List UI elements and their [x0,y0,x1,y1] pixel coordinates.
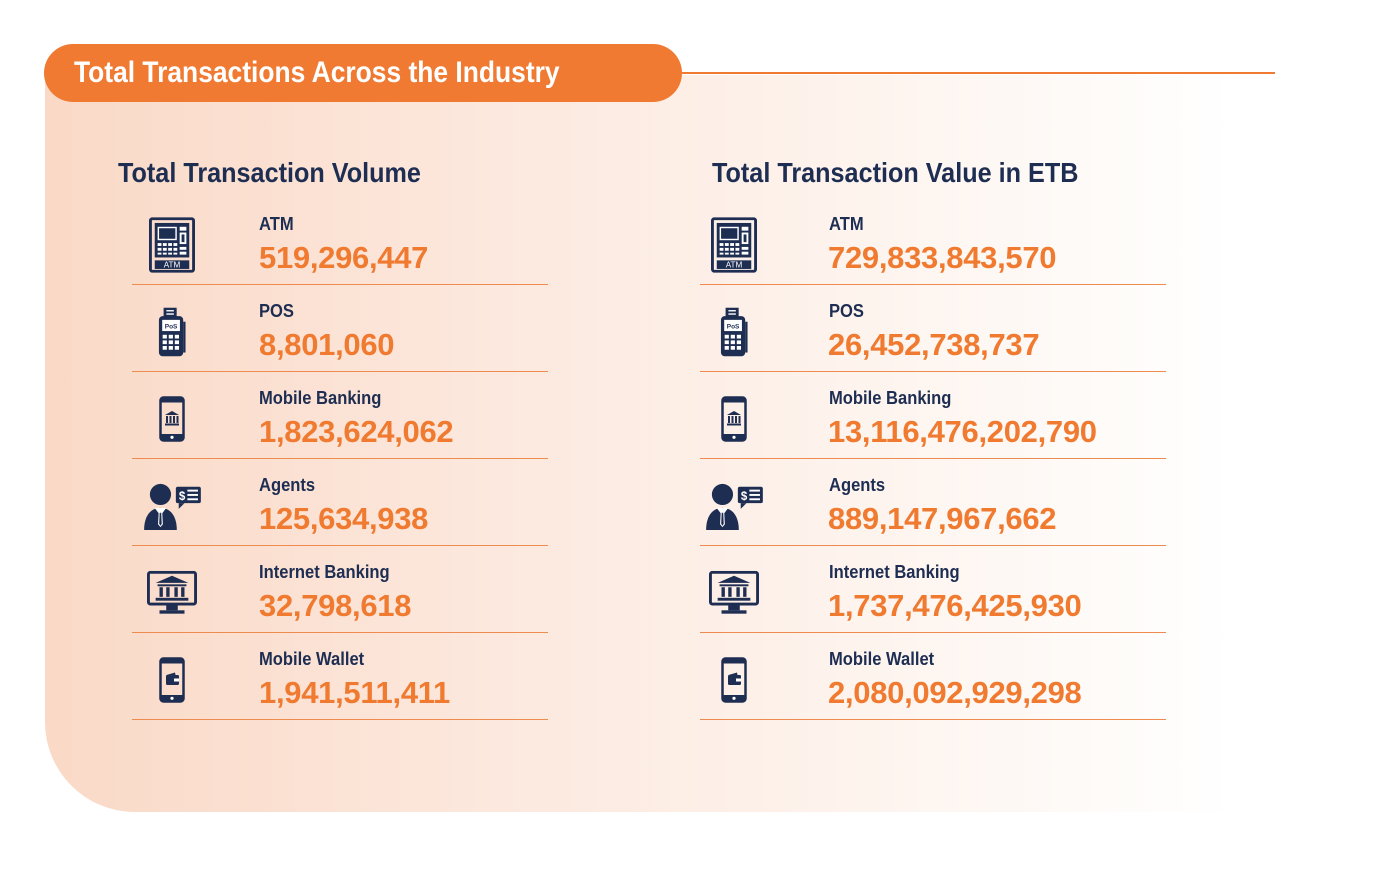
row-label: Agents [829,475,886,495]
internet-banking-icon [142,566,202,620]
row-value: 2,080,092,929,298 [828,675,1082,710]
pos-icon-text: PoS [727,324,740,331]
row-value: 1,941,511,411 [259,675,450,710]
row-label: Internet Banking [829,562,960,582]
row-value: 13,116,476,202,790 [828,414,1097,449]
row-label: Internet Banking [259,562,390,582]
mobile-banking-icon [704,392,764,446]
atm-icon-text: ATM [164,261,181,270]
pos-icon: PoS [704,305,764,359]
value-row-mobile-banking: Mobile Banking 13,116,476,202,790 [700,372,1166,459]
atm-icon: ATM [142,218,202,272]
value-column: Total Transaction Value in ETB ATM ATM 7… [700,150,1166,720]
row-label: ATM [829,214,864,234]
volume-row-agents: Agents 125,634,938 [132,459,548,546]
value-row-pos: PoS POS 26,452,738,737 [700,285,1166,372]
header-divider [682,72,1275,74]
row-value: 889,147,967,662 [828,501,1057,536]
atm-icon: ATM [704,218,764,272]
volume-row-mobile-wallet: Mobile Wallet 1,941,511,411 [132,633,548,720]
mobile-wallet-icon [142,653,202,707]
value-row-atm: ATM ATM 729,833,843,570 [700,198,1166,285]
atm-icon-text: ATM [726,261,743,270]
row-label: Agents [259,475,316,495]
row-value: 1,823,624,062 [259,414,454,449]
row-label: Mobile Wallet [259,649,365,669]
value-title: Total Transaction Value in ETB [712,157,1079,188]
row-value: 32,798,618 [259,588,412,623]
value-row-internet-banking: Internet Banking 1,737,476,425,930 [700,546,1166,633]
volume-row-pos: PoS POS 8,801,060 [132,285,548,372]
agent-icon [142,479,202,533]
pos-icon: PoS [142,305,202,359]
agent-icon [704,479,764,533]
row-label: Mobile Wallet [829,649,935,669]
volume-title: Total Transaction Volume [118,157,421,188]
row-label: ATM [259,214,294,234]
row-value: 26,452,738,737 [828,327,1040,362]
volume-column: Total Transaction Volume ATM ATM 519,296… [118,150,548,720]
volume-row-atm: ATM ATM 519,296,447 [132,198,548,285]
internet-banking-icon [704,566,764,620]
value-row-agents: Agents 889,147,967,662 [700,459,1166,546]
value-row-mobile-wallet: Mobile Wallet 2,080,092,929,298 [700,633,1166,720]
mobile-banking-icon [142,392,202,446]
pos-icon-text: PoS [165,324,178,331]
volume-row-internet-banking: Internet Banking 32,798,618 [132,546,548,633]
section-title: Total Transactions Across the Industry [74,56,560,89]
row-value: 8,801,060 [259,327,395,362]
row-value: 1,737,476,425,930 [828,588,1082,623]
row-value: 729,833,843,570 [828,240,1057,275]
volume-row-mobile-banking: Mobile Banking 1,823,624,062 [132,372,548,459]
row-value: 519,296,447 [259,240,429,275]
row-label: Mobile Banking [829,388,952,408]
row-label: POS [829,301,864,321]
mobile-wallet-icon [704,653,764,707]
row-label: POS [259,301,294,321]
background-panel [45,75,1235,812]
section-banner: Total Transactions Across the Industry [44,44,682,102]
row-value: 125,634,938 [259,501,429,536]
row-label: Mobile Banking [259,388,382,408]
